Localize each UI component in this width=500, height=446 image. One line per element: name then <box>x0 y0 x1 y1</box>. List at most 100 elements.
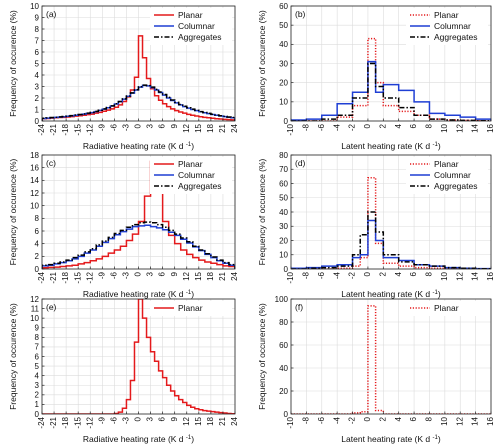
x-tick-label: -15 <box>73 416 82 428</box>
x-tick-label: 12 <box>455 123 464 132</box>
y-tick-label: 12 <box>30 189 39 198</box>
series-line-aggregates <box>42 84 235 121</box>
y-tick-label: 3 <box>35 381 40 390</box>
legend-label: Columnar <box>434 170 471 180</box>
legend-label: Planar <box>434 159 459 169</box>
x-axis-label: Latent heating rate (K d -1) <box>341 141 441 151</box>
legend-label: Planar <box>178 10 203 20</box>
x-tick-label: 4 <box>394 271 403 276</box>
x-tick-label: 4 <box>394 123 403 128</box>
x-tick-label: 10 <box>440 123 449 132</box>
x-tick-label: -8 <box>301 416 310 424</box>
y-tick-label: 0 <box>284 265 289 274</box>
x-tick-label: -8 <box>301 123 310 131</box>
x-tick-label: 2 <box>378 416 387 421</box>
y-axis-label: Frequency of occurence (%) <box>8 158 18 265</box>
x-tick-label: 15 <box>194 271 203 280</box>
y-tick-label: 2 <box>35 94 40 103</box>
x-tick-label: -2 <box>348 416 357 424</box>
x-tick-label: -18 <box>61 416 70 428</box>
y-tick-label: 50 <box>279 194 288 203</box>
legend-label: Planar <box>178 159 203 169</box>
y-tick-label: 11 <box>31 304 40 313</box>
y-tick-label: 1 <box>35 400 40 409</box>
legend-box <box>150 301 232 316</box>
y-tick-label: 0 <box>35 265 40 274</box>
x-tick-label: -2 <box>348 123 357 131</box>
panel-label: (f) <box>295 302 303 312</box>
panel-label: (c) <box>46 158 56 168</box>
series-line-planar <box>42 299 235 414</box>
y-tick-label: 60 <box>279 179 288 188</box>
y-tick-label: 6 <box>35 227 40 236</box>
x-tick-label: 14 <box>471 271 480 280</box>
y-tick-label: 40 <box>279 364 288 373</box>
y-tick-label: 10 <box>30 2 39 11</box>
chart-panel-4: -10 -8 -6 -4 -2 0 2 4 6 8 10 12 14 16 0 10 20 30 40 50 60 70 8… <box>257 151 495 299</box>
x-tick-label: 15 <box>194 416 203 425</box>
x-axis-label: Radiative heating rate (K d -1) <box>83 434 194 444</box>
x-tick-label: 21 <box>218 123 227 132</box>
legend-label: Planar <box>178 303 203 313</box>
x-tick-label: 0 <box>134 416 143 421</box>
panel-label: (a) <box>46 9 57 19</box>
x-tick-label: -6 <box>109 271 118 279</box>
x-axis-label: Latent heating rate (K d -1) <box>341 289 441 299</box>
series-line-columnar <box>291 60 491 121</box>
y-tick-label: 7 <box>35 343 40 352</box>
series-line-planar <box>291 37 491 121</box>
x-tick-label: -12 <box>85 123 94 135</box>
y-tick-label: 1 <box>35 105 40 114</box>
series-line-aggregates <box>291 62 491 121</box>
series-line-planar <box>42 160 235 269</box>
legend: Planar <box>150 301 232 316</box>
legend-label: Planar <box>434 303 459 313</box>
x-tick-label: -4 <box>332 416 341 424</box>
y-axis-label: Frequency of occurence (%) <box>8 303 18 410</box>
y-tick-label: 6 <box>35 48 40 57</box>
y-tick-label: 12 <box>30 295 39 304</box>
y-tick-label: 0 <box>35 117 40 126</box>
legend-label: Aggregates <box>178 32 221 42</box>
y-tick-label: 4 <box>35 239 40 248</box>
x-tick-label: -9 <box>97 271 106 279</box>
y-tick-label: 4 <box>35 71 40 80</box>
chart-panel-1: -24 -21 -18 -15 -12 -9 -6 -3 0 3 6 9 12 15 18 21 2401234… <box>8 2 239 151</box>
y-tick-label: 0 <box>35 410 40 419</box>
x-tick-label: 16 <box>486 271 495 280</box>
x-tick-label: 6 <box>158 123 167 128</box>
chart-panel-5: -24 -21 -18 -15 -12 -9 -6 -3 0 3 6 9 12 15 18 21 2401234… <box>8 295 239 444</box>
legend-label: Columnar <box>178 21 215 31</box>
x-tick-label: 0 <box>134 123 143 128</box>
series-line-aggregates <box>291 211 491 269</box>
y-tick-label: 0 <box>284 410 289 419</box>
x-tick-label: 10 <box>440 416 449 425</box>
x-tick-label: -6 <box>109 123 118 131</box>
x-axis-label: Radiative heating rate (K d -1) <box>83 141 194 151</box>
x-tick-label: 21 <box>218 271 227 280</box>
x-tick-label: 12 <box>455 271 464 280</box>
x-tick-label: 12 <box>182 123 191 132</box>
chart-panel-6: -10 -8 -6 -4 -2 0 2 4 6 8 10 12 14 16 0 20 40 60 80 100 Late… <box>257 295 495 444</box>
y-tick-label: 9 <box>35 13 40 22</box>
y-tick-label: 14 <box>30 176 39 185</box>
y-tick-label: 30 <box>279 222 288 231</box>
x-tick-label: -6 <box>317 123 326 131</box>
x-tick-label: -10 <box>286 123 295 135</box>
x-tick-label: -6 <box>109 416 118 424</box>
x-tick-label: -3 <box>122 416 131 424</box>
y-tick-label: 80 <box>279 151 288 160</box>
x-tick-label: 3 <box>146 416 155 421</box>
x-tick-label: -12 <box>85 271 94 283</box>
x-tick-label: 8 <box>425 416 434 421</box>
x-tick-label: 2 <box>378 123 387 128</box>
x-tick-label: 24 <box>230 123 239 132</box>
y-tick-label: 16 <box>30 163 39 172</box>
legend-label: Aggregates <box>178 181 221 191</box>
x-tick-label: 9 <box>170 123 179 128</box>
y-tick-label: 40 <box>279 40 288 49</box>
